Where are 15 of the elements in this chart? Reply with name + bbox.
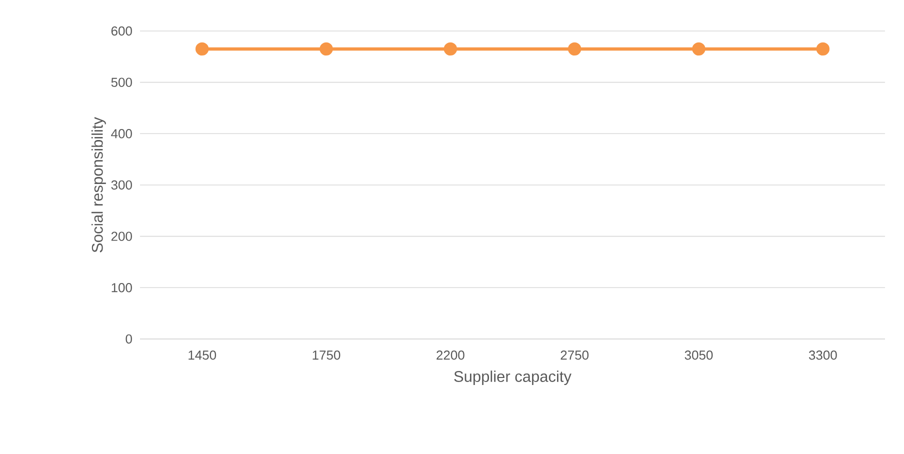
y-axis-title: Social responsibility [91,117,106,252]
x-tick-label: 1750 [312,350,340,360]
y-tick-label: 400 [111,129,132,138]
x-tick-label: 2750 [560,350,589,360]
y-tick-label: 100 [112,283,132,292]
y-tick-label: 300 [111,180,132,190]
x-tick-label: 1450 [188,350,216,360]
y-tick-label: 600 [111,26,132,36]
y-tick-label: 200 [111,232,132,241]
x-axis-title: Supplier capacity [454,370,572,386]
x-tick-label: 3050 [684,350,713,360]
x-tick-label: 2200 [436,350,464,360]
y-tick-label: 0 [126,334,132,344]
y-tick-label: 500 [111,78,132,87]
x-tick-label: 3300 [808,350,837,360]
